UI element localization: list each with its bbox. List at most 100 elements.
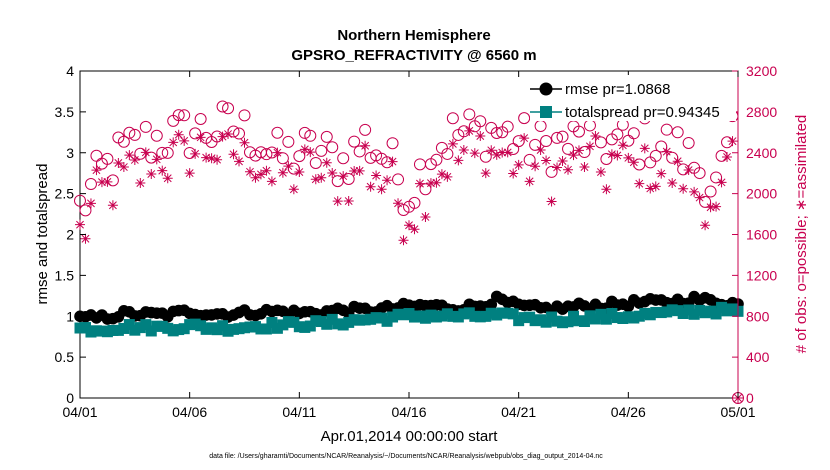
obs-assimilated-glyph — [75, 219, 85, 230]
obs-possible-point — [655, 140, 668, 153]
x-tick-label: 04/01 — [62, 404, 97, 420]
obs-assimilated-glyph — [255, 169, 266, 180]
obs-assimilated-glyph — [91, 165, 102, 176]
obs-assimilated-glyph — [343, 196, 354, 207]
obs-assimilated-point — [316, 172, 327, 183]
y2-axis-label: # of obs: o=possible; ∗=assimilated — [793, 115, 810, 354]
obs-assimilated-point — [601, 184, 612, 195]
obs-possible-point — [704, 185, 717, 198]
totalspread-point — [578, 316, 590, 328]
obs-possible-point — [419, 183, 432, 196]
obs-possible-point — [161, 146, 174, 159]
obs-assimilated-glyph — [546, 196, 557, 207]
x-tick-label: 05/01 — [720, 404, 755, 420]
y2-tick-label: 0 — [746, 390, 754, 406]
obs-assimilated-glyph — [212, 154, 223, 165]
obs-assimilated-glyph — [398, 235, 409, 246]
obs-possible-point — [572, 125, 585, 138]
obs-assimilated-glyph — [85, 198, 96, 209]
y2-tick-label: 2000 — [746, 186, 777, 202]
obs-assimilated-glyph — [190, 148, 201, 159]
obs-assimilated-point — [661, 146, 672, 157]
obs-possible-point — [271, 126, 284, 139]
obs-assimilated-point — [124, 150, 135, 161]
obs-assimilated-point — [552, 162, 563, 173]
obs-assimilated-point — [409, 224, 420, 235]
obs-assimilated-point — [360, 140, 371, 151]
obs-possible-point — [304, 129, 317, 142]
obs-assimilated-point — [354, 165, 365, 176]
obs-assimilated-point — [184, 168, 195, 179]
obs-possible-point — [441, 147, 454, 160]
obs-assimilated-glyph — [656, 168, 667, 179]
obs-assimilated-point — [623, 152, 634, 163]
obs-assimilated-point — [694, 192, 705, 203]
obs-assimilated-point — [464, 125, 475, 136]
obs-assimilated-point — [628, 157, 639, 168]
obs-assimilated-point — [338, 171, 349, 182]
obs-possible-point — [276, 152, 289, 165]
obs-assimilated-point — [349, 166, 360, 177]
obs-assimilated-glyph — [722, 151, 733, 162]
obs-possible-point — [518, 112, 531, 125]
obs-assimilated-glyph — [80, 233, 91, 244]
obs-assimilated-point — [107, 200, 118, 211]
y2-tick-label: 2800 — [746, 104, 777, 120]
obs-assimilated-point — [711, 201, 722, 212]
obs-assimilated-glyph — [382, 175, 393, 186]
obs-assimilated-glyph — [683, 165, 694, 176]
obs-assimilated-glyph — [310, 174, 321, 185]
obs-assimilated-point — [266, 176, 277, 187]
y-tick-label: 4 — [66, 63, 74, 79]
obs-possible-point — [408, 196, 421, 209]
obs-possible-point — [293, 150, 306, 163]
totalspread-point — [260, 323, 272, 335]
obs-assimilated-point — [639, 143, 650, 154]
obs-assimilated-glyph — [201, 152, 212, 163]
obs-possible-point — [594, 136, 607, 149]
obs-assimilated-glyph — [228, 149, 239, 160]
obs-assimilated-point — [502, 147, 513, 158]
obs-assimilated-point — [190, 148, 201, 159]
obs-assimilated-glyph — [151, 154, 162, 165]
y2-tick-label: 3200 — [746, 63, 777, 79]
obs-assimilated-glyph — [524, 176, 535, 187]
obs-assimilated-point — [387, 156, 398, 167]
obs-assimilated-glyph — [217, 131, 228, 142]
obs-assimilated-glyph — [672, 156, 683, 167]
obs-assimilated-glyph — [349, 166, 360, 177]
obs-possible-point — [84, 178, 97, 191]
obs-assimilated-glyph — [365, 181, 376, 192]
obs-assimilated-glyph — [469, 148, 480, 159]
obs-possible-point — [392, 173, 405, 186]
obs-possible-point — [359, 123, 372, 136]
obs-assimilated-point — [305, 147, 316, 158]
obs-assimilated-glyph — [458, 145, 469, 156]
obs-possible-point — [551, 131, 564, 144]
obs-assimilated-glyph — [519, 133, 530, 144]
obs-assimilated-point — [590, 131, 601, 142]
legend: rmse pr=1.0868 totalspread pr=0.94345 — [530, 75, 736, 121]
obs-assimilated-point — [722, 151, 733, 162]
obs-assimilated-glyph — [513, 159, 524, 170]
x-tick-label: 04/21 — [501, 404, 536, 420]
obs-assimilated-point — [453, 155, 464, 166]
y-axis-label: rmse and totalspread — [34, 164, 51, 305]
obs-assimilated-point — [299, 144, 310, 155]
obs-assimilated-point — [431, 177, 442, 188]
obs-assimilated-point — [382, 175, 393, 186]
obs-assimilated-glyph — [573, 145, 584, 156]
obs-possible-point — [490, 126, 503, 139]
obs-assimilated-glyph — [316, 172, 327, 183]
obs-assimilated-point — [75, 219, 85, 230]
obs-assimilated-glyph — [464, 125, 475, 136]
obs-assimilated-point — [244, 166, 255, 177]
obs-assimilated-glyph — [107, 200, 118, 211]
obs-assimilated-point — [420, 211, 431, 222]
y-tick-label: 2 — [66, 227, 74, 243]
obs-assimilated-glyph — [689, 186, 700, 197]
obs-possible-point — [523, 153, 536, 166]
obs-assimilated-point — [283, 161, 294, 172]
obs-assimilated-glyph — [425, 178, 436, 189]
obs-assimilated-point — [491, 149, 502, 160]
